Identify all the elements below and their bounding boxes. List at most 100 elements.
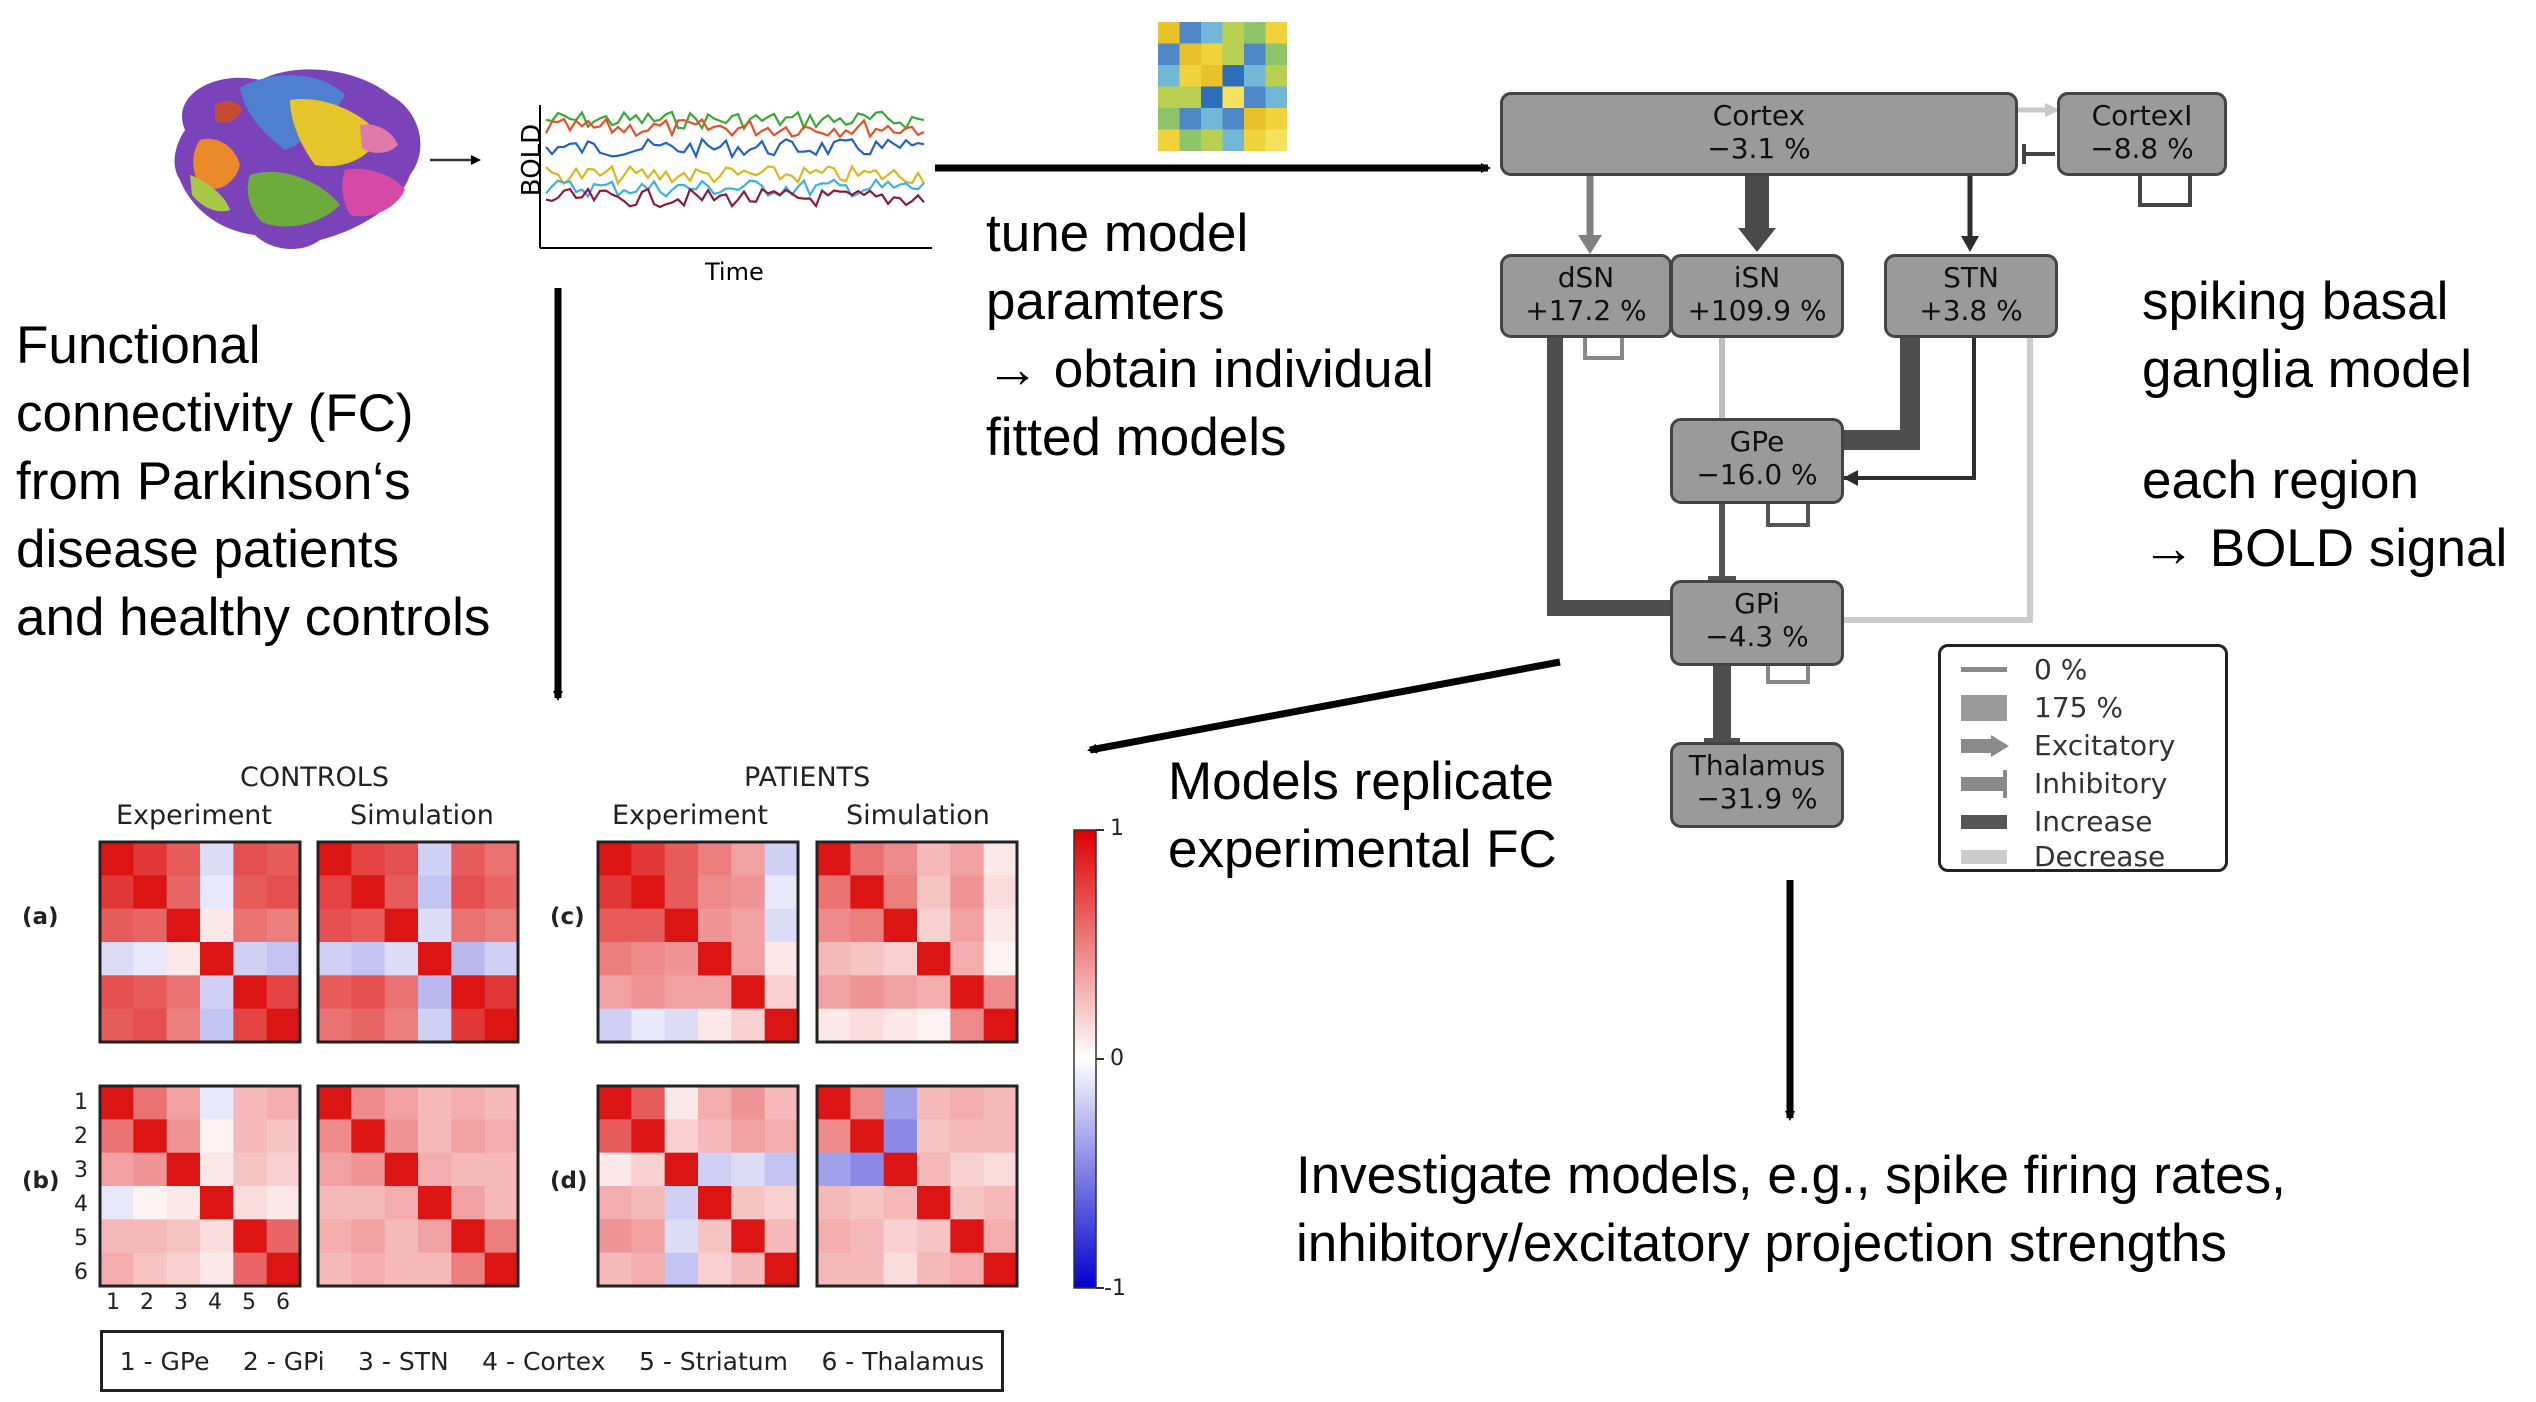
heatmap-cell [698, 875, 732, 910]
node-gpi: GPi −4.3 % [1670, 580, 1844, 666]
heatmap-cell [133, 1119, 168, 1154]
heatmap-cell [917, 875, 951, 910]
heatmap-cell [484, 1119, 519, 1154]
thumb-cell [1244, 22, 1266, 44]
heatmap-cell [133, 1252, 168, 1287]
thumb-cell [1179, 43, 1201, 65]
heatmap-cell [983, 975, 1018, 1010]
heatmap-cell [883, 1186, 918, 1220]
heatmap-cell [731, 1219, 766, 1254]
heatmap-cell [631, 842, 666, 876]
heatmap-cell [200, 975, 234, 1010]
heatmap-frame [316, 1084, 520, 1288]
heatmap-cell [100, 908, 134, 943]
heatmap-cell [418, 875, 452, 910]
heatmap-cell [418, 1252, 452, 1287]
node-value: +17.2 % [1525, 294, 1647, 327]
heatmap-cell [983, 942, 1018, 976]
heatmap-cell [100, 1086, 134, 1120]
heatmap-cell [418, 1008, 452, 1043]
investigate-description-line: inhibitory/excitatory projection strengt… [1296, 1214, 2227, 1273]
heatmap-cell [200, 942, 234, 976]
heatmap-cell [850, 908, 885, 943]
heatmap-cell [266, 842, 301, 876]
heatmap-cell [318, 975, 352, 1010]
region-key-item: 2 - GPi [242, 1346, 325, 1376]
group-title-controls: CONTROLS [240, 762, 389, 793]
heatmap-cell [598, 1008, 632, 1043]
heatmap-frame [596, 840, 800, 1044]
thumb-cell [1265, 65, 1287, 87]
heatmap-cell [100, 842, 134, 876]
heatmap-cell [950, 1252, 985, 1287]
heatmap-cell [598, 908, 632, 943]
thumb-cell [1158, 65, 1180, 87]
heatmap-cell [817, 908, 851, 943]
heatmap-cell [731, 842, 766, 876]
heatmap-cell [950, 1086, 985, 1120]
node-name: iSN [1733, 261, 1781, 294]
heatmap-cell [917, 1219, 951, 1254]
y-tick: 6 [74, 1260, 88, 1285]
heatmap-cell [418, 1086, 452, 1120]
thumb-cell [1244, 43, 1266, 65]
thumb-cell [1244, 108, 1266, 130]
heatmap-cell [917, 1086, 951, 1120]
heatmap-cell [384, 1186, 419, 1220]
heatmap-cell [983, 1252, 1018, 1287]
thumb-cell [1158, 43, 1180, 65]
legend-swatch-increase [1961, 815, 2007, 829]
heatmap-cell [318, 1119, 352, 1154]
heatmap-cell [266, 1186, 301, 1220]
legend-label: Excitatory [2034, 729, 2176, 762]
heatmap-cell [200, 842, 234, 876]
node-value: −4.3 % [1705, 620, 1809, 653]
panel-label-a: (a) [22, 904, 59, 930]
node-value: −3.1 % [1707, 132, 1811, 165]
heatmap-cell [100, 1008, 134, 1043]
node-name: STN [1943, 261, 1999, 294]
brain-illustration [174, 69, 421, 250]
heatmap-cell [883, 1152, 918, 1187]
heatmap-cell [883, 1252, 918, 1287]
heatmap-cell [731, 1186, 766, 1220]
node-name: Thalamus [1688, 749, 1826, 782]
heatmap-cell [233, 1086, 268, 1120]
column-title: Simulation [846, 800, 990, 831]
thumb-cell [1222, 43, 1244, 65]
legend-swatch-decrease [1961, 850, 2007, 864]
heatmap-cell [351, 908, 386, 943]
heatmap-cell [850, 975, 885, 1010]
heatmap-cell [631, 875, 666, 910]
heatmap-cell [817, 1008, 851, 1043]
heatmap-cell [266, 1119, 301, 1154]
heatmap-cell [166, 1086, 201, 1120]
heatmap-cell [484, 975, 519, 1010]
heatmap-cell [764, 875, 799, 910]
thumb-cell [1265, 22, 1287, 44]
y-tick: 4 [74, 1192, 88, 1217]
fc-description: Functional connectivity (FC) from Parkin… [16, 312, 490, 652]
heatmap-cell [451, 1152, 486, 1187]
heatmap-cell [817, 1086, 851, 1120]
thumb-cell [1179, 108, 1201, 130]
heatmap-cell [698, 1152, 732, 1187]
heatmap-cell [266, 1086, 301, 1120]
region-key-item: 5 - Striatum [638, 1346, 789, 1376]
heatmap-cell [266, 875, 301, 910]
heatmap-cell [384, 942, 419, 976]
heatmap-cell [351, 1008, 386, 1043]
heatmap-cell [764, 1119, 799, 1154]
heatmap-cell [664, 1086, 699, 1120]
heatmap-cell [883, 908, 918, 943]
heatmap-cell [764, 1008, 799, 1043]
node-value: +109.9 % [1687, 294, 1827, 327]
heatmap-cell [983, 1152, 1018, 1187]
heatmap-cell [100, 1252, 134, 1287]
heatmap-cell [484, 1086, 519, 1120]
thumb-cell [1265, 43, 1287, 65]
node-name: GPe [1729, 425, 1785, 458]
network-legend: 0 % 175 % Excitatory Inhibitory Increase… [1938, 644, 2228, 873]
heatmap-cell [883, 1086, 918, 1120]
region-key-item: 6 - Thalamus [821, 1346, 985, 1376]
